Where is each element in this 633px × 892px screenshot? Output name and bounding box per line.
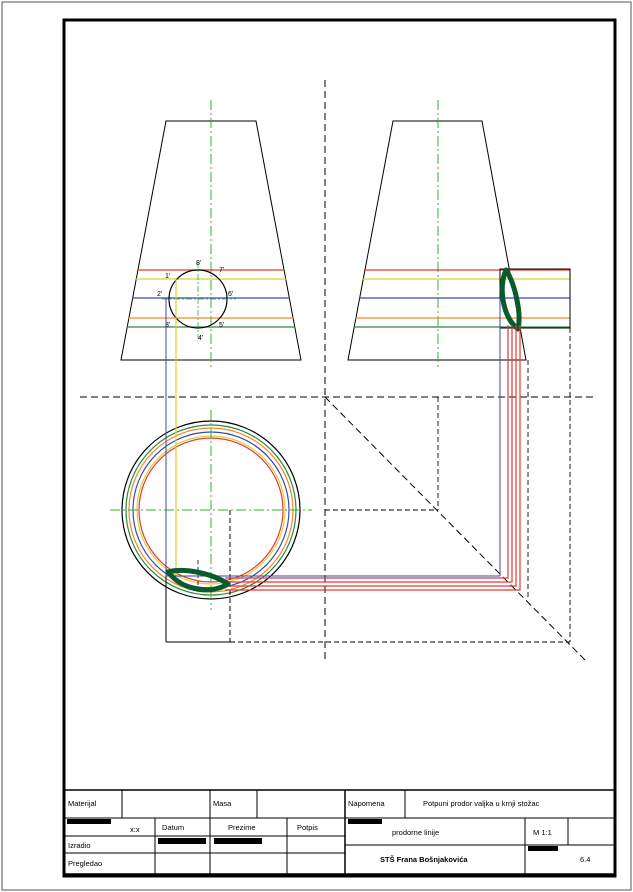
- intersection-curve-side: [499, 267, 522, 332]
- note-value: Potpuni prodor valjka u krnji stožac: [423, 799, 540, 808]
- signature-label: Potpis: [297, 823, 318, 832]
- redacted-bar-4: [348, 819, 382, 824]
- point-label-8: 8': [196, 260, 201, 267]
- diagonal-reference-line: [324, 396, 586, 661]
- surname-label: Prezime: [228, 823, 256, 832]
- redacted-bar-1: [67, 819, 111, 824]
- note-label: Napomena: [348, 799, 386, 808]
- point-label-4: 4': [198, 335, 203, 342]
- point-label-2: 2': [157, 291, 162, 298]
- point-label-1: 1': [165, 273, 170, 280]
- plan-view: [110, 410, 312, 643]
- proj-red-4: [225, 325, 521, 591]
- point-label-7: 7': [219, 267, 224, 274]
- title-block: Materijal Masa Napomena Potpuni prodor v…: [63, 789, 616, 875]
- school-name: STŠ Frana Bošnjakovića: [380, 855, 468, 864]
- mass-label: Masa: [213, 799, 232, 808]
- sheet-number: 6.4: [580, 855, 590, 864]
- construction-lines: [80, 80, 595, 661]
- redacted-bar-2: [158, 838, 206, 844]
- proj-red-1: [225, 325, 509, 579]
- proj-red-3: [225, 325, 517, 587]
- proj-red-2: [225, 325, 513, 583]
- scale-symbol: x:x: [130, 825, 140, 834]
- point-label-3: 3': [165, 322, 170, 329]
- cone-side-outline: [347, 120, 527, 361]
- made-by-label: Izradio: [68, 841, 91, 850]
- point-label-6: 6': [228, 291, 233, 298]
- front-view: 1' 2' 3' 4' 5' 6' 7' 8': [120, 100, 302, 370]
- drawing-frame: [62, 18, 617, 878]
- projection-lines: [165, 279, 521, 593]
- cone-front-outline: [120, 120, 302, 361]
- title-block-frame: [63, 789, 616, 875]
- material-label: Materijal: [68, 799, 97, 808]
- side-view: [347, 100, 571, 370]
- date-label: Datum: [162, 823, 184, 832]
- redacted-bar-3: [214, 838, 262, 844]
- checked-by-label: Pregledao: [68, 859, 102, 868]
- subtitle: prodorne linije: [392, 828, 439, 837]
- intersection-curve-plan: [165, 568, 231, 593]
- scale-value: M 1:1: [533, 828, 552, 837]
- redacted-bar-5: [528, 846, 558, 851]
- point-label-5: 5': [219, 322, 224, 329]
